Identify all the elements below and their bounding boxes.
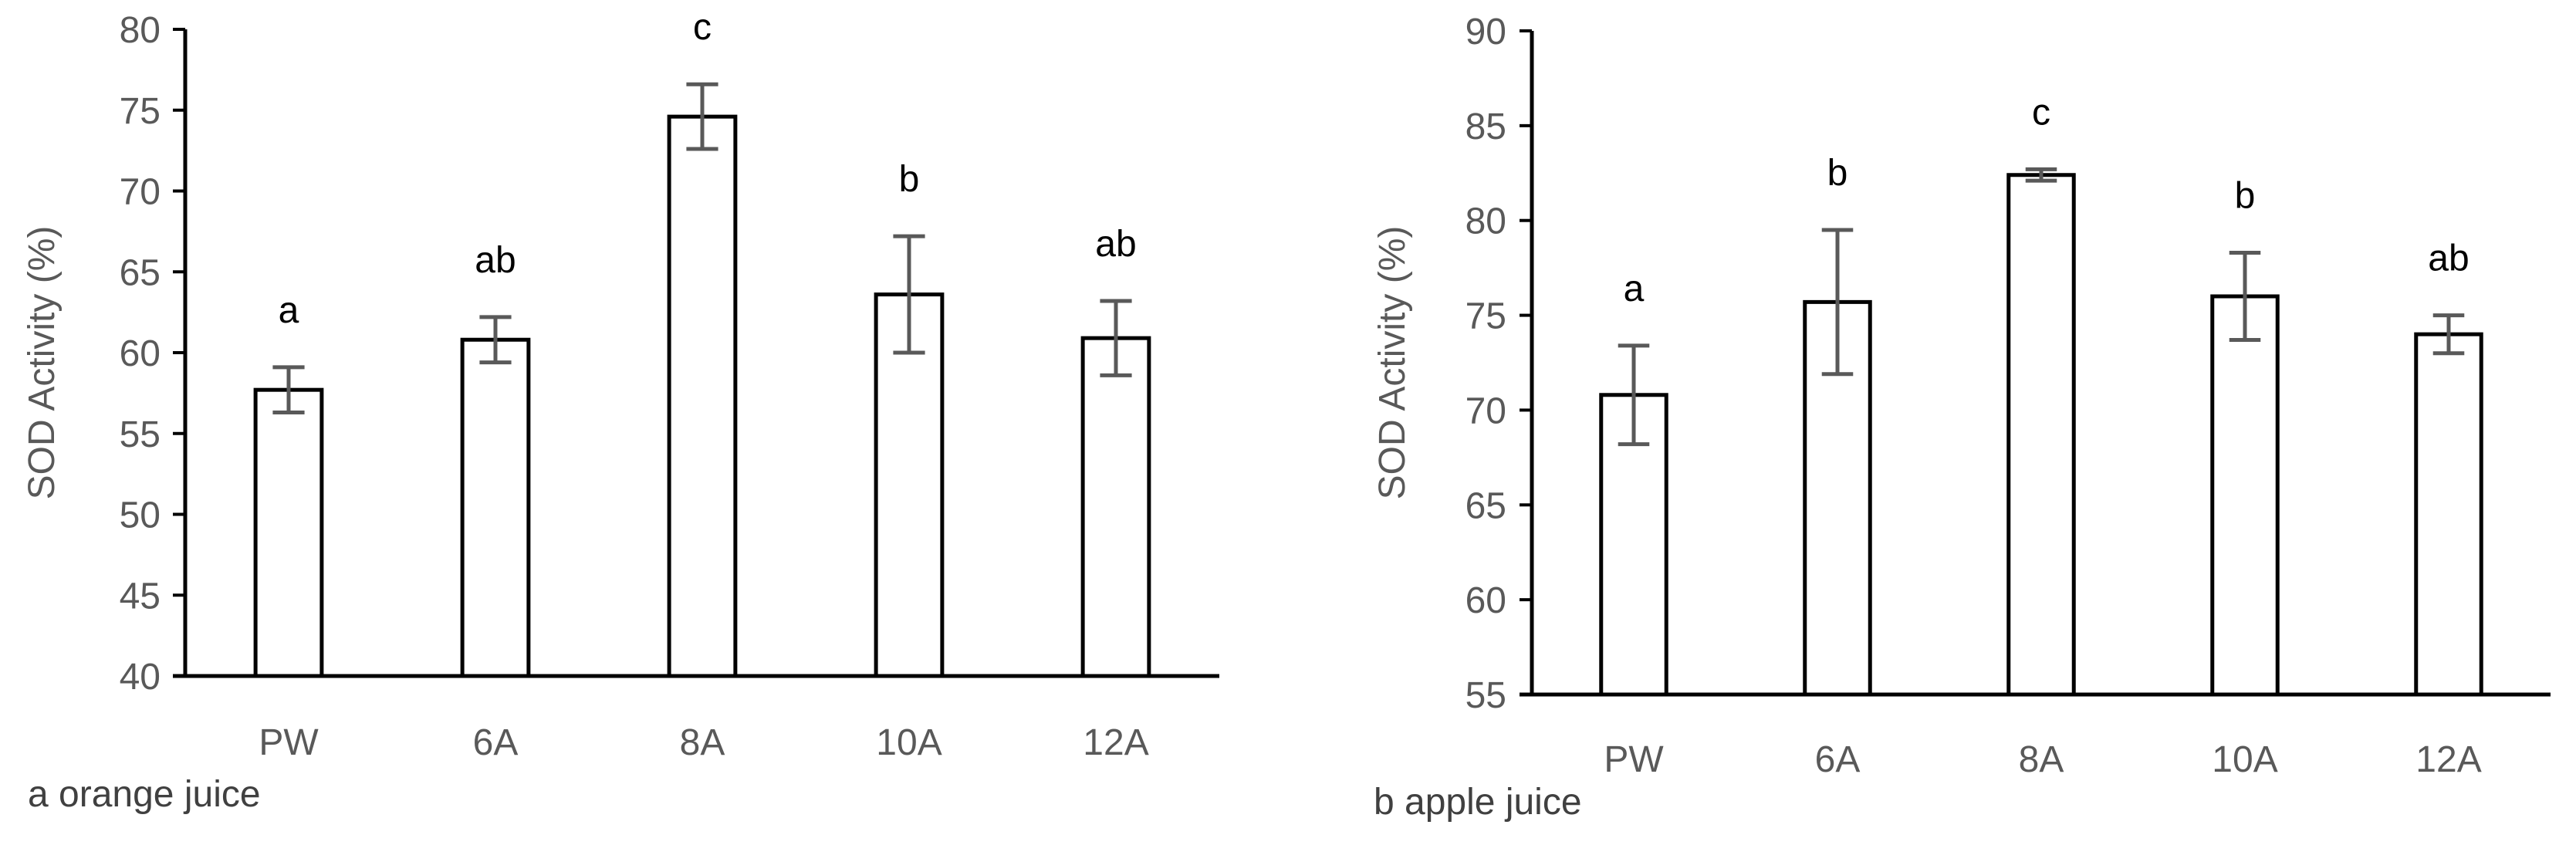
y-tick-label: 75 — [120, 91, 161, 132]
bar-12A — [1080, 336, 1151, 678]
x-tick-label: 6A — [1815, 739, 1861, 780]
significance-letter: ab — [1095, 224, 1136, 265]
y-tick-label: 70 — [1465, 390, 1506, 431]
bar-8A — [2006, 173, 2076, 697]
significance-letter: ab — [2428, 238, 2469, 279]
y-tick-label: 75 — [1465, 296, 1506, 337]
y-tick-label: 60 — [120, 333, 161, 374]
y-tick-label: 80 — [1465, 201, 1506, 242]
chart-apple-juice: SOD Activity (%) b apple juice 55 60 65 70 7… — [1372, 12, 2551, 823]
y-tick-label: 65 — [120, 252, 161, 293]
y-axis-label: SOD Activity (%) — [1372, 226, 1413, 500]
y-tick-label: 70 — [120, 172, 161, 213]
significance-letter: b — [1827, 153, 1848, 194]
y-tick-label: 50 — [120, 495, 161, 536]
x-tick-label: 6A — [473, 722, 519, 763]
significance-letter: c — [2032, 92, 2050, 133]
y-tick-label: 55 — [1465, 675, 1506, 716]
x-tick-label: 10A — [2212, 739, 2277, 780]
x-tick-label: PW — [1604, 739, 1664, 780]
y-tick-label: 40 — [120, 657, 161, 698]
significance-letter: a — [1624, 269, 1645, 309]
y-tick-label: 60 — [1465, 580, 1506, 621]
bar-12A — [2414, 332, 2483, 697]
bar-6A — [460, 337, 531, 678]
y-tick-label: 90 — [1465, 12, 1506, 52]
y-tick-label: 55 — [120, 414, 161, 455]
significance-letter: b — [899, 159, 920, 200]
y-tick-label: 65 — [1465, 485, 1506, 526]
x-tick-label: 12A — [2415, 739, 2481, 780]
x-tick-label: 8A — [2019, 739, 2064, 780]
significance-letter: b — [2235, 175, 2256, 216]
significance-letter: ab — [475, 240, 516, 281]
x-tick-label: 12A — [1083, 722, 1148, 763]
chart-caption: b apple juice — [1374, 782, 1582, 823]
bar-8A — [667, 114, 738, 678]
x-tick-label: 8A — [680, 722, 725, 763]
significance-letter: c — [693, 7, 712, 48]
chart-orange-juice: SOD Activity (%) a orange juice 40 45 50 55… — [22, 7, 1219, 815]
y-tick-label: 45 — [120, 576, 161, 617]
x-tick-label: 10A — [876, 722, 941, 763]
bar-PW — [253, 387, 324, 678]
significance-letter: a — [279, 290, 299, 331]
y-tick-label: 80 — [120, 10, 161, 51]
y-axis-label: SOD Activity (%) — [22, 226, 63, 500]
chart-caption: a orange juice — [28, 774, 261, 815]
bar-10A — [2210, 294, 2280, 697]
x-tick-label: PW — [259, 722, 319, 763]
y-tick-label: 85 — [1465, 106, 1506, 147]
